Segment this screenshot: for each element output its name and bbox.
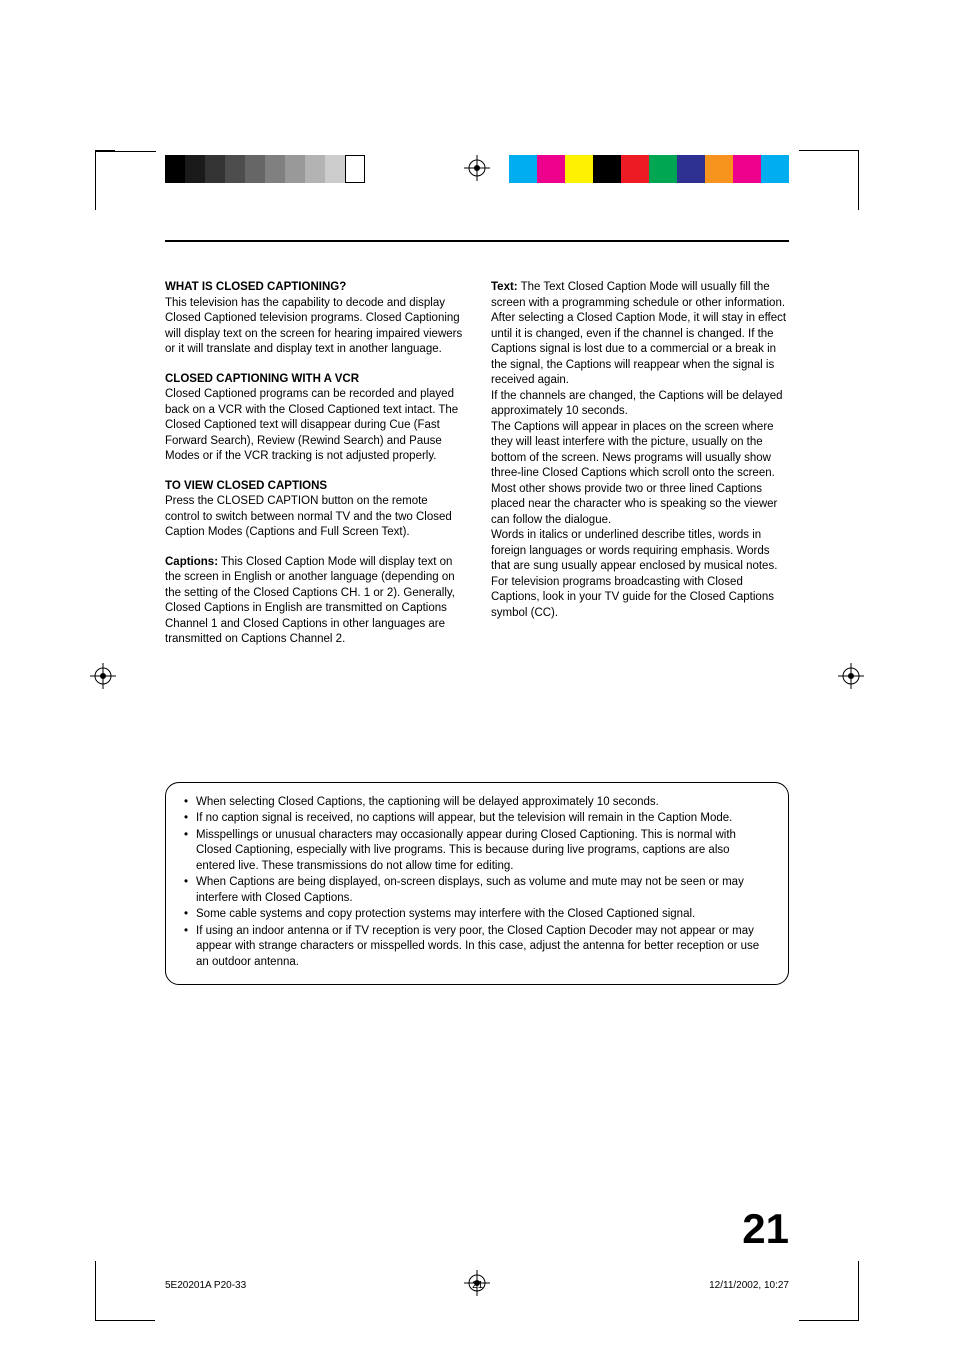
notes-list: When selecting Closed Captions, the capt… — [184, 795, 770, 971]
color-swatch — [593, 155, 621, 183]
section-heading: TO VIEW CLOSED CAPTIONS — [165, 479, 463, 495]
body-text: Words in italics or underlined describe … — [491, 528, 789, 621]
inline-label: Text: — [491, 281, 518, 293]
color-swatch — [509, 155, 537, 183]
footer: 5E20201A P20-33 21 12/11/2002, 10:27 — [165, 1280, 789, 1291]
grayscale-swatch — [165, 155, 185, 183]
right-column: Text: The Text Closed Caption Mode will … — [491, 280, 789, 662]
body-text: Text: The Text Closed Caption Mode will … — [491, 280, 789, 389]
note-item: If using an indoor antenna or if TV rece… — [184, 924, 770, 971]
inline-body: The Text Closed Caption Mode will usuall… — [491, 281, 786, 386]
divider-line — [165, 240, 789, 242]
color-swatch — [733, 155, 761, 183]
inline-label: Captions: — [165, 556, 218, 568]
grayscale-swatch — [285, 155, 305, 183]
note-item: Misspellings or unusual characters may o… — [184, 828, 770, 875]
crop-mark-br — [819, 1281, 859, 1321]
grayscale-swatch — [345, 155, 365, 183]
section-heading: WHAT IS CLOSED CAPTIONING? — [165, 280, 463, 296]
page-content: WHAT IS CLOSED CAPTIONING? This televisi… — [165, 280, 789, 985]
grayscale-swatch — [185, 155, 205, 183]
color-swatch — [649, 155, 677, 183]
note-item: Some cable systems and copy protection s… — [184, 907, 770, 923]
color-swatch — [677, 155, 705, 183]
body-text: The Captions will appear in places on th… — [491, 420, 789, 529]
body-text: Press the CLOSED CAPTION button on the r… — [165, 494, 463, 541]
footer-left: 5E20201A P20-33 — [165, 1280, 246, 1291]
body-text: Closed Captioned programs can be recorde… — [165, 387, 463, 465]
grayscale-swatch — [225, 155, 245, 183]
section-heading: CLOSED CAPTIONING WITH A VCR — [165, 372, 463, 388]
color-swatch — [565, 155, 593, 183]
body-text: Captions: This Closed Caption Mode will … — [165, 555, 463, 648]
note-item: If no caption signal is received, no cap… — [184, 811, 770, 827]
body-text: This television has the capability to de… — [165, 296, 463, 358]
registration-mark-icon — [90, 663, 116, 689]
crop-mark-tl — [95, 150, 115, 210]
grayscale-bar — [165, 155, 365, 183]
note-item: When selecting Closed Captions, the capt… — [184, 795, 770, 811]
color-swatch — [621, 155, 649, 183]
crop-mark-tr — [819, 150, 859, 190]
notes-box: When selecting Closed Captions, the capt… — [165, 782, 789, 985]
note-item: When Captions are being displayed, on-sc… — [184, 875, 770, 906]
registration-mark-icon — [464, 155, 490, 181]
color-bar — [509, 155, 789, 183]
footer-mid: 21 — [472, 1280, 483, 1291]
left-column: WHAT IS CLOSED CAPTIONING? This televisi… — [165, 280, 463, 662]
color-swatch — [761, 155, 789, 183]
inline-body: This Closed Caption Mode will display te… — [165, 556, 455, 646]
grayscale-swatch — [305, 155, 325, 183]
grayscale-swatch — [245, 155, 265, 183]
body-text: If the channels are changed, the Caption… — [491, 389, 789, 420]
crop-mark-bl — [95, 1281, 135, 1321]
grayscale-swatch — [325, 155, 345, 183]
page-number: 21 — [742, 1205, 789, 1253]
footer-right: 12/11/2002, 10:27 — [709, 1280, 789, 1291]
grayscale-swatch — [265, 155, 285, 183]
color-swatch — [705, 155, 733, 183]
grayscale-swatch — [205, 155, 225, 183]
color-swatch — [537, 155, 565, 183]
registration-mark-icon — [838, 663, 864, 689]
